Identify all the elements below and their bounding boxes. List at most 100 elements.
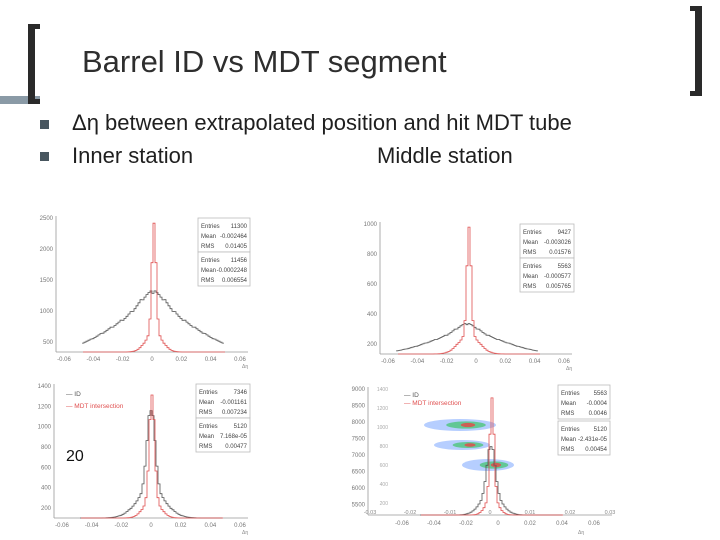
br-y-tick: 7000 [352, 453, 366, 459]
tl-stats2-box [197, 251, 251, 287]
bl-stats1-value: -0.001161 [220, 400, 247, 406]
bl-x-tick: 0.06 [234, 523, 246, 529]
br-y-tick: 9000 [352, 387, 366, 393]
br-stats2-value: 0.00454 [585, 447, 607, 453]
br-y-tick: 6000 [352, 486, 366, 492]
plot-middle-bottom: 9000 8500 8000 7500 7000 6500 6000 5500 1400 1200… [340, 383, 620, 540]
br-stats1-label: Mean [561, 401, 576, 407]
middle-station-label: Middle station [377, 143, 513, 168]
tr-stats2-label: Entries [523, 264, 542, 270]
tr-x-tick: -0.06 [381, 359, 395, 365]
tl-y-tick: 2000 [40, 247, 54, 253]
bl-stats1-value: 0.007234 [222, 410, 248, 416]
br-y-tick-inner: 1000 [377, 425, 388, 431]
bl-x-tick: 0.02 [175, 523, 187, 529]
decor-bracket-left [28, 24, 40, 104]
br-y-tick-inner: 1400 [377, 387, 388, 393]
bl-y-tick: 600 [41, 465, 52, 471]
tl-y-tick: 2500 [40, 216, 54, 222]
bl-y-tick: 800 [41, 445, 52, 451]
tr-mdt-hist [398, 226, 540, 355]
tr-stats1-box [519, 223, 575, 259]
tl-stats1-label: RMS [201, 244, 214, 250]
slide-title: Barrel ID vs MDT segment [82, 44, 447, 79]
bullet-icon [40, 152, 49, 161]
tl-stats1-label: Mean [201, 234, 216, 240]
bl-stats2-box [195, 417, 251, 453]
bl-mdt-hist [81, 394, 223, 519]
tl-stats1-value: 11300 [231, 224, 248, 230]
bl-stats2-label: Mean [199, 434, 214, 440]
plot-inner-top: 2500 2000 1500 1000 500 -0.06 -0.04 -0.02 0 0.02 0… [32, 212, 254, 372]
page-number: 20 [66, 448, 84, 465]
br-scatter-peak [464, 443, 476, 447]
tl-x-tick: -0.02 [116, 357, 130, 363]
bl-x-tick: -0.04 [85, 523, 99, 529]
br-x-tick: -0.03 [364, 510, 377, 516]
tl-x-tick: 0.02 [175, 357, 187, 363]
bl-stats2-label: Entries [199, 424, 218, 430]
br-x-tick: -0.01 [444, 510, 457, 516]
tl-id-hist [82, 290, 224, 344]
tr-stats2-box [519, 257, 575, 293]
bullet-icon [40, 120, 49, 129]
br-mdt-hist [421, 397, 563, 516]
tl-stats1-label: Entries [201, 224, 220, 230]
decor-bracket-right [690, 6, 702, 96]
br-stats1-value: -0.0004 [587, 401, 608, 407]
tl-y-tick: 500 [43, 340, 54, 346]
tr-stats1-label: Entries [523, 230, 542, 236]
tr-x-unit: Δη [566, 366, 572, 372]
tl-stats2-label: RMS [201, 278, 214, 284]
br-stats2-value: 5120 [594, 427, 608, 433]
bl-x-tick: -0.06 [55, 523, 69, 529]
tr-id-hist [396, 323, 538, 352]
br-x-tick-inner: 0 [496, 521, 500, 527]
tr-y-tick: 400 [367, 312, 378, 318]
bl-x-tick: 0.04 [204, 523, 216, 529]
tl-x-tick: 0.04 [205, 357, 217, 363]
tr-x-tick: 0.04 [529, 359, 541, 365]
tl-x-unit: Δη [242, 364, 248, 370]
bl-y-tick: 200 [41, 506, 52, 512]
bl-stats1-value: 7346 [234, 390, 248, 396]
tl-y-tick: 1500 [40, 278, 54, 284]
tr-y-tick: 200 [367, 342, 378, 348]
br-x-tick-inner: -0.02 [459, 521, 473, 527]
br-y-tick: 8000 [352, 420, 366, 426]
bl-legend-mdt: — MDT intersection [66, 403, 124, 410]
tr-stats2-value: 5563 [558, 264, 572, 270]
br-stats1-label: RMS [561, 411, 574, 417]
br-stats1-value: 5563 [594, 391, 608, 397]
br-x-tick: 0.01 [525, 510, 536, 516]
br-x-tick-inner: -0.06 [395, 521, 409, 527]
br-x-tick-inner: 0.04 [556, 521, 568, 527]
br-stats2-label: Mean [561, 437, 576, 443]
tl-stats1-box [197, 217, 251, 253]
br-y-tick-inner: 400 [380, 482, 389, 488]
tl-x-tick: 0 [150, 357, 154, 363]
br-stats2-box [557, 420, 611, 456]
plot-middle-top: 1000 800 600 400 200 -0.06 -0.04 -0.02 0 0.02 0.04… [358, 218, 578, 376]
br-y-tick: 5500 [352, 503, 366, 509]
bullet-text-2: Inner station [72, 143, 194, 168]
br-stats2-label: Entries [561, 427, 580, 433]
decor-bar-left [0, 96, 40, 104]
bl-y-tick: 1200 [38, 404, 52, 410]
bullet-text-1: Δη between extrapolated position and hit… [72, 110, 572, 135]
tl-stats1-value: -0.002464 [220, 234, 248, 240]
br-y-tick-inner: 600 [380, 463, 389, 469]
tl-x-tick: -0.04 [86, 357, 100, 363]
br-stats2-label: RMS [561, 447, 574, 453]
tr-stats1-value: 0.01576 [549, 250, 571, 256]
br-x-tick-inner: 0.02 [524, 521, 536, 527]
br-y-tick-inner: 800 [380, 444, 389, 450]
br-y-tick: 8500 [352, 404, 366, 410]
tr-x-tick: -0.04 [410, 359, 424, 365]
tl-mdt-hist [83, 222, 225, 353]
bl-stats1-label: Mean [199, 400, 214, 406]
bl-stats1-box [195, 383, 251, 419]
br-y-tick-inner: 200 [380, 501, 389, 507]
tr-stats1-value: 9427 [558, 230, 572, 236]
bl-stats2-value: 7.168e-05 [220, 434, 248, 440]
